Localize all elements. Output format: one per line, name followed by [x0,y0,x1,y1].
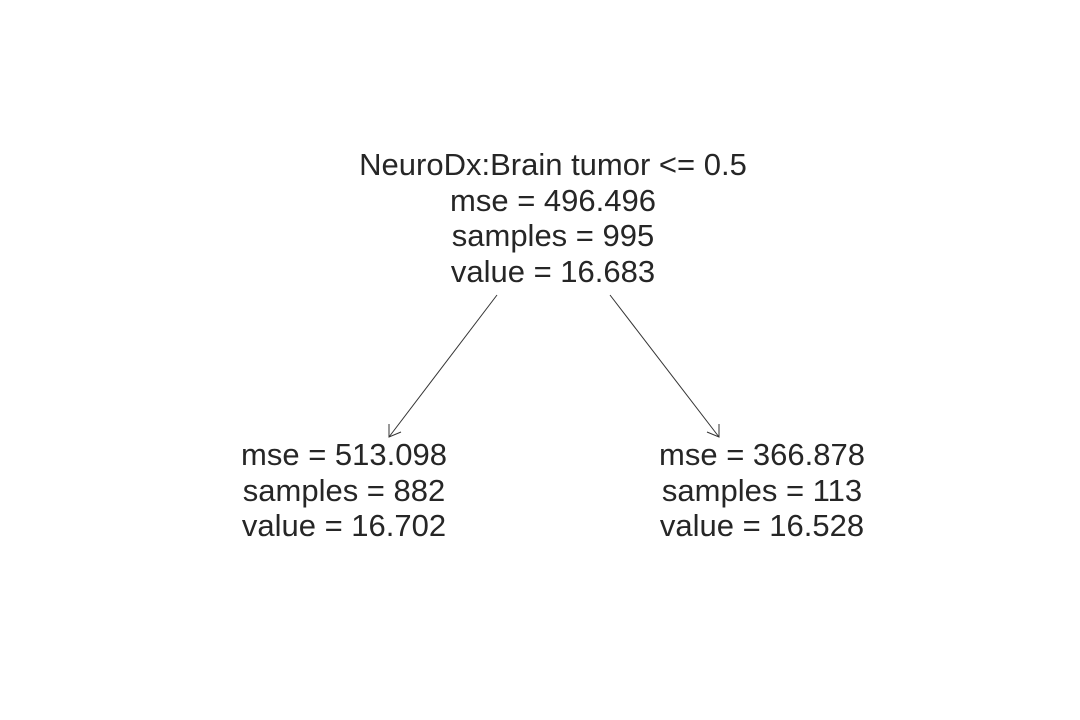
root-mse: mse = 496.496 [450,182,656,218]
root-split-condition: NeuroDx:Brain tumor <= 0.5 [359,147,747,182]
right-samples: samples = 113 [661,472,863,508]
right-mse: mse = 366.878 [659,437,865,472]
root-value: value = 16.683 [450,253,656,289]
root-samples: samples = 995 [451,218,655,253]
left-leaf-node: mse = 513.098 samples = 882 value = 16.7… [241,437,447,544]
left-value: value = 16.702 [241,508,447,543]
root-node: NeuroDx:Brain tumor <= 0.5 mse = 496.496… [359,147,747,289]
edge-root-to-left [388,294,498,438]
left-mse: mse = 513.098 [241,437,447,472]
edge-root-to-right [609,294,720,438]
left-samples: samples = 882 [242,472,446,508]
right-value: value = 16.528 [659,508,865,543]
right-leaf-node: mse = 366.878 samples = 113 value = 16.5… [659,437,865,544]
